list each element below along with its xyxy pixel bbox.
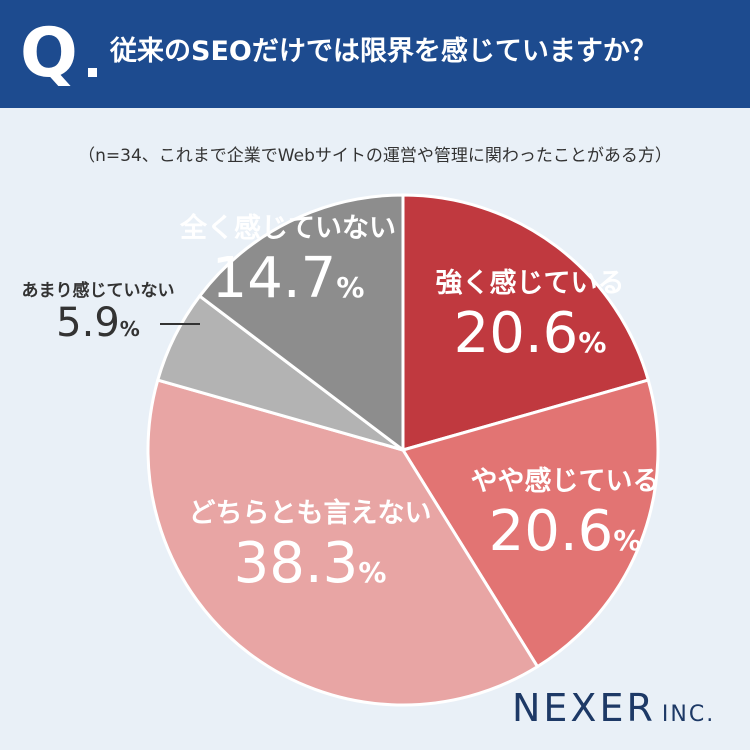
- slice-label: どちらとも言えない: [189, 498, 432, 529]
- slice-value: 38.3%: [234, 531, 387, 596]
- slice-value: 20.6%: [489, 499, 642, 564]
- pie-slice: [401, 378, 660, 669]
- brand-suffix: INC.: [661, 702, 716, 727]
- pie-slice: [401, 193, 650, 452]
- pie-labels: 強く感じている20.6%やや感じている20.6%どちらとも言えない38.3%あま…: [22, 212, 660, 596]
- slice-value: 5.9%: [56, 300, 140, 346]
- slice-value: 20.6%: [454, 301, 607, 366]
- question-header: Q 従来のSEOだけでは限界を感じていますか？: [0, 0, 750, 108]
- pie-slice: [146, 378, 539, 707]
- brand-logo: NEXER INC.: [512, 684, 715, 739]
- pie-slices: [146, 193, 660, 707]
- slice-label: あまり感じていない: [22, 280, 175, 301]
- slice-label: 全く感じていない: [179, 212, 396, 244]
- slice-label: やや感じている: [471, 465, 660, 497]
- sample-note: （n=34、これまで企業でWebサイトの運営や管理に関わったことがある方）: [78, 146, 672, 166]
- brand-name: NEXER: [512, 686, 656, 730]
- pie-slice: [198, 193, 405, 452]
- slice-value: 14.7%: [212, 246, 365, 311]
- q-mark: Q: [20, 14, 78, 93]
- q-dot-decoration: [88, 68, 97, 77]
- question-text: 従来のSEOだけでは限界を感じていますか？: [110, 36, 657, 67]
- slice-label: 強く感じている: [436, 267, 625, 299]
